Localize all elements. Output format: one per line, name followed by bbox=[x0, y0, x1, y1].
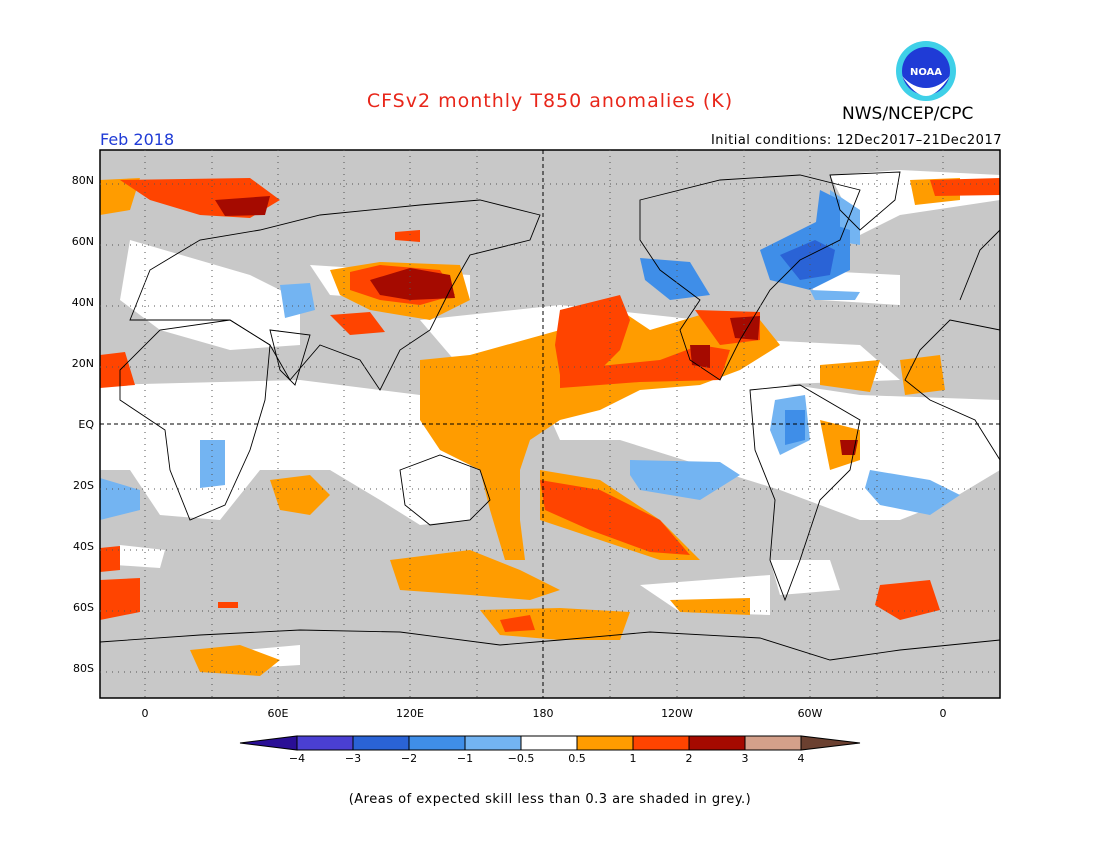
legend-tick-label: 2 bbox=[686, 752, 693, 765]
svg-text:NOAA: NOAA bbox=[910, 67, 942, 78]
legend-arrow-high bbox=[800, 735, 861, 751]
legend-swatch bbox=[296, 735, 354, 751]
legend-swatch bbox=[520, 735, 578, 751]
lat-label: 60N bbox=[72, 235, 94, 248]
lat-label: 20N bbox=[72, 357, 94, 370]
lon-label: 0 bbox=[940, 707, 947, 720]
legend-swatch bbox=[632, 735, 690, 751]
lon-label: 0 bbox=[142, 707, 149, 720]
legend-swatch bbox=[744, 735, 802, 751]
lat-label: 40S bbox=[73, 540, 94, 553]
lon-label: 120W bbox=[661, 707, 693, 720]
legend-arrow-low bbox=[239, 735, 298, 751]
legend-swatch bbox=[352, 735, 410, 751]
agency-label: NWS/NCEP/CPC bbox=[842, 104, 974, 124]
skill-note: (Areas of expected skill less than 0.3 a… bbox=[348, 792, 752, 807]
lat-label: 80S bbox=[73, 662, 94, 675]
legend-tick-label: 1 bbox=[630, 752, 637, 765]
legend-tick-label: −3 bbox=[345, 752, 361, 765]
legend-swatch bbox=[576, 735, 634, 751]
legend-tick-label: −1 bbox=[457, 752, 473, 765]
forecast-period: Feb 2018 bbox=[100, 130, 175, 149]
coastlines bbox=[99, 171, 1001, 661]
legend-tick-label: −2 bbox=[401, 752, 417, 765]
longitude-labels: 0 60E 120E 180 120W 60W 0 bbox=[142, 707, 947, 720]
lon-label: 60W bbox=[798, 707, 823, 720]
legend-tick-label: 3 bbox=[742, 752, 749, 765]
legend-tick-label: −4 bbox=[289, 752, 305, 765]
latitude-labels: 80N 60N 40N 20N EQ 20S 40S 60S 80S bbox=[72, 174, 95, 675]
initial-conditions: Initial conditions: 12Dec2017–21Dec2017 bbox=[710, 133, 1002, 148]
lat-label: 40N bbox=[72, 296, 94, 309]
cold-anomaly-strong bbox=[780, 240, 835, 280]
lon-label: 180 bbox=[533, 707, 554, 720]
lat-label: EQ bbox=[78, 418, 94, 431]
legend-swatch bbox=[464, 735, 522, 751]
legend-tick-label: −0.5 bbox=[508, 752, 535, 765]
legend-tick-label: 0.5 bbox=[568, 752, 586, 765]
lat-label: 60S bbox=[73, 601, 94, 614]
legend-swatch bbox=[688, 735, 746, 751]
legend-tick-label: 4 bbox=[798, 752, 805, 765]
lat-label: 20S bbox=[73, 479, 94, 492]
color-legend bbox=[239, 735, 861, 751]
warm-anomaly-extreme bbox=[215, 196, 858, 455]
lat-label: 80N bbox=[72, 174, 94, 187]
map-title: CFSv2 monthly T850 anomalies (K) bbox=[366, 90, 734, 112]
lon-label: 60E bbox=[268, 707, 289, 720]
legend-swatch bbox=[408, 735, 466, 751]
anomaly-map: 80N 60N 40N 20N EQ 20S 40S 60S 80S 0 60E… bbox=[72, 149, 1001, 765]
noaa-logo: NOAA bbox=[896, 41, 956, 101]
lon-label: 120E bbox=[396, 707, 424, 720]
legend-tick-labels: −4 −3 −2 −1 −0.5 0.5 1 2 3 4 bbox=[289, 752, 805, 765]
graticule bbox=[100, 150, 1000, 698]
